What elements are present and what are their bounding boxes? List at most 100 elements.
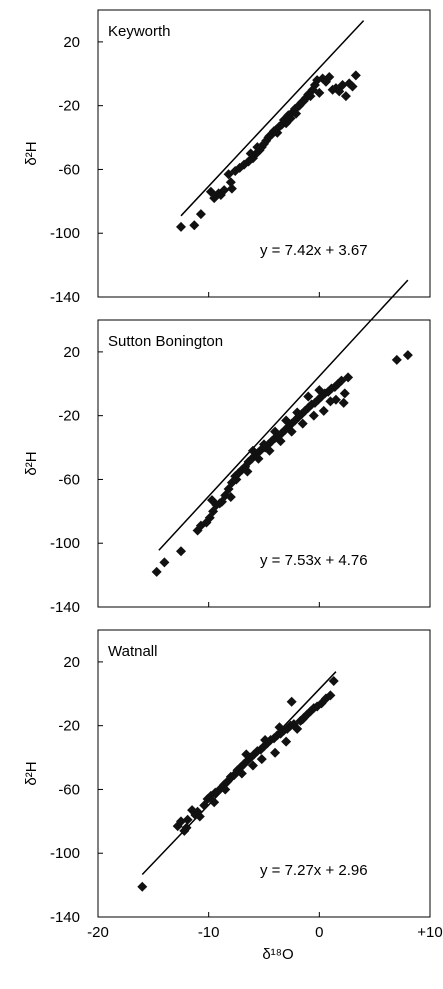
data-point — [292, 407, 303, 418]
data-point — [347, 81, 358, 92]
data-point — [260, 735, 271, 746]
x-tick-label: +10 — [417, 924, 442, 941]
x-tick-label: -20 — [87, 924, 109, 941]
data-point — [259, 439, 269, 450]
data-point — [343, 372, 354, 383]
y-tick-label: -100 — [50, 225, 80, 242]
data-point — [337, 79, 348, 90]
plot-frame — [97, 319, 431, 608]
data-point — [245, 148, 256, 159]
y-axis-label: δ²H — [23, 451, 40, 475]
y-tick-label: -60 — [58, 471, 80, 488]
data-point — [325, 690, 336, 701]
data-point — [340, 91, 351, 102]
data-point — [272, 127, 283, 138]
data-point — [303, 391, 314, 402]
data-point — [286, 426, 297, 437]
data-point — [176, 221, 186, 232]
data-point — [231, 474, 242, 485]
data-point — [270, 426, 281, 437]
data-point — [247, 760, 258, 771]
data-point — [275, 436, 286, 447]
data-point — [314, 87, 325, 98]
data-point — [270, 747, 281, 758]
panel-sutton-bonington: Sutton Bonington δ²H y = 7.53x + 4.76 20… — [23, 279, 431, 616]
data-point — [350, 70, 361, 81]
data-point — [159, 557, 170, 568]
y-axis-label: δ²H — [23, 141, 40, 165]
data-point — [181, 822, 192, 833]
regression-equation: y = 7.42x + 3.67 — [260, 242, 368, 259]
y-tick-label: -140 — [50, 599, 80, 616]
y-tick-label: -20 — [58, 718, 80, 735]
y-tick-label: -100 — [50, 535, 80, 552]
data-point — [214, 498, 225, 509]
data-point — [241, 749, 252, 760]
data-point — [256, 754, 267, 765]
y-tick-label: 20 — [63, 654, 80, 671]
data-point — [182, 814, 193, 825]
data-point — [236, 768, 247, 779]
data-point — [339, 388, 350, 399]
y-axis-label: δ²H — [23, 761, 40, 785]
data-point — [226, 183, 237, 194]
x-tick-label: -10 — [198, 924, 220, 941]
data-point — [324, 71, 335, 82]
data-point — [209, 797, 220, 808]
data-point — [318, 405, 329, 416]
data-point — [308, 410, 319, 421]
data-point — [328, 676, 339, 687]
panel-title: Watnall — [108, 643, 157, 660]
panel-title: Sutton Bonington — [108, 333, 223, 350]
y-tick-label: -60 — [58, 161, 80, 178]
regression-line — [158, 279, 409, 551]
data-point — [195, 209, 206, 220]
panel-keyworth: Keyworth δ²H y = 7.42x + 3.67 20 -20 -60 -1… — [23, 9, 431, 306]
panel-title: Keyworth — [108, 23, 171, 40]
data-point — [252, 142, 263, 153]
data-point — [189, 220, 200, 231]
data-point — [338, 397, 349, 408]
y-tick-label: 20 — [63, 34, 80, 51]
data-point — [220, 784, 231, 795]
data-point — [206, 495, 217, 506]
data-point — [219, 185, 230, 196]
data-point — [314, 385, 325, 396]
regression-line — [180, 20, 365, 217]
y-tick-label: -140 — [50, 909, 80, 926]
data-point — [274, 722, 285, 733]
data-point — [297, 714, 308, 725]
y-tick-label: -20 — [58, 98, 80, 115]
data-point — [297, 418, 308, 429]
regression-equation: y = 7.53x + 4.76 — [260, 552, 368, 569]
data-point — [253, 453, 264, 464]
data-point — [281, 415, 292, 426]
data-point — [225, 177, 236, 188]
y-tick-label: -140 — [50, 289, 80, 306]
data-point — [264, 445, 275, 456]
data-point — [292, 723, 303, 734]
data-point — [137, 881, 148, 892]
data-point — [402, 350, 413, 361]
data-point — [281, 736, 292, 747]
y-tick-label: 20 — [63, 344, 80, 361]
y-tick-label: -60 — [58, 781, 80, 798]
data-point — [249, 749, 260, 760]
x-tick-label: 0 — [315, 924, 323, 941]
plot-frame — [97, 9, 431, 298]
data-point — [264, 130, 275, 141]
data-point — [247, 445, 258, 456]
data-point — [151, 566, 162, 577]
data-point — [291, 108, 302, 119]
data-point — [225, 491, 236, 502]
data-point — [176, 546, 186, 557]
y-tick-label: -20 — [58, 408, 80, 425]
regression-equation: y = 7.27x + 2.96 — [260, 862, 368, 879]
data-point — [286, 696, 297, 707]
data-point — [391, 354, 402, 365]
data-point — [330, 394, 341, 405]
plot-frame — [97, 629, 431, 918]
x-axis-label: δ¹⁸O — [262, 946, 293, 963]
data-point — [176, 816, 186, 827]
